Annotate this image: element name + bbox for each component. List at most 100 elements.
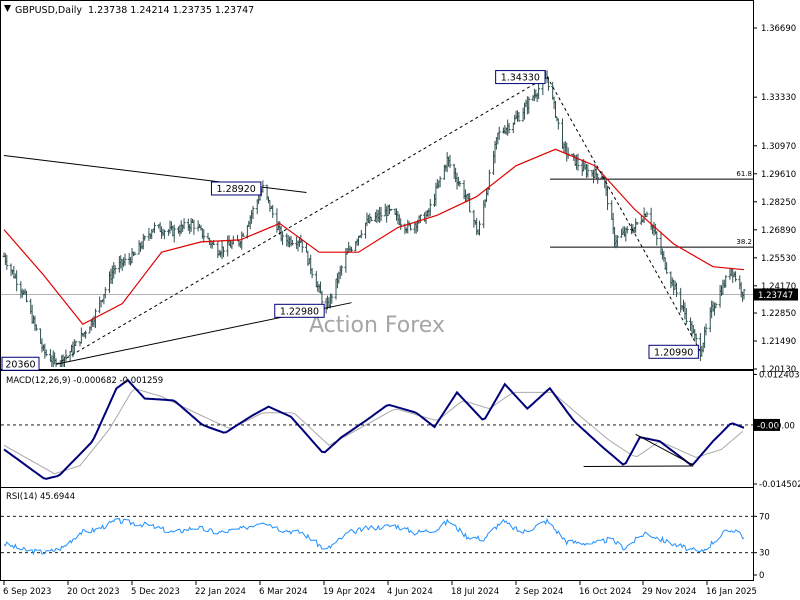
rsi-title: RSI(14) 45.6944 [6,492,75,502]
annotation-label: 1.22980 [280,306,319,317]
time-tick-label: 4 Jun 2024 [387,587,433,597]
rsi-panel-frame [0,487,754,581]
time-tick-label: 16 Oct 2024 [579,587,632,597]
time-axis: 6 Sep 2023 20 Oct 2023 5 Dec 2023 22 Jan 20… [3,581,757,597]
annotation-1.22980: 1.22980 [274,303,325,318]
ohlc-bar [359,229,363,239]
dropdown-triangle-icon[interactable] [4,5,11,12]
macd-series [3,378,745,480]
ohlc-values: 1.23738 1.24214 1.23735 1.23747 [88,5,254,16]
current-price-badge [754,288,798,301]
ohlc-bar [507,123,511,134]
macd-current-label: -0.00 [757,421,779,431]
rsi-tick-label: 0 [759,571,764,581]
ohlc-bar [68,350,72,362]
ohlc-bar [468,192,472,213]
macd-line [3,378,745,480]
ohlc-bar [123,253,127,266]
ohlc-bar [310,267,314,279]
annotation-label: 20360 [5,359,35,370]
ohlc-bar [596,173,600,184]
macd-title: MACD(12,26,9) -0.000682 -0.001259 [6,376,163,386]
ohlc-bar [113,265,117,275]
macd-panel-frame [0,370,754,488]
macd-tick-label: 0.012403 [759,370,800,380]
time-tick-label: 19 Apr 2024 [323,587,376,597]
rsi-tick-label: 70 [759,512,770,522]
annotation-1.20990: 1.20990 [648,344,699,359]
ohlc-bar [472,209,476,228]
ohlc-bar [84,330,88,339]
annotation-box [648,344,699,359]
ohlc-bar [34,324,38,331]
ohlc-bar [15,270,19,292]
ohlc-bar [54,358,57,367]
ohlc-bar [742,288,746,300]
ohlc-bar [340,265,344,276]
ohlc-bar [271,204,275,218]
ohlc-bar [221,246,225,258]
ohlc-bar [74,340,78,346]
time-tick-label: 6 Mar 2024 [259,587,307,597]
macd-tick-label: -0.014502 [759,480,800,490]
ohlc-bar [645,211,649,218]
annotation-20360: 20360 [1,356,40,371]
price-tick-label: 1.28250 [761,198,796,208]
ohlc-bar [172,224,176,243]
ohlc-bar [153,222,157,234]
price-tick-label: 1.21490 [761,337,796,347]
annotation-label: 1.34330 [501,73,540,84]
rsi-line [3,517,745,556]
ohlc-bar [694,333,698,344]
ohlc-bar [714,302,718,309]
time-tick-label: 16 Jan 2025 [706,587,757,597]
price-tick-label: 1.24170 [761,282,796,292]
ohlc-bar [261,180,265,193]
ohlc-bar [428,199,432,217]
panel-frames [0,0,754,581]
ohlc-bar [478,220,482,236]
ohlc-bar [320,290,324,306]
ohlc-bar [182,218,186,230]
trendline-4 [546,76,701,352]
ohlc-bar [674,282,678,298]
fib-label-61-8: 61.8 [736,170,752,178]
ohlc-bar [133,251,137,256]
macd-plot [1,378,753,480]
ohlc-bar [369,216,373,222]
ohlc-bar [281,231,285,245]
ohlc-bar [556,118,560,130]
time-tick-label: 22 Jan 2024 [195,587,246,597]
ohlc-bar [399,218,403,230]
price-tick-label: 1.33330 [761,93,796,103]
rsi-axis: 70 30 0 [753,512,770,581]
price-tick-label: 1.22850 [761,309,796,319]
ohlc-bar [192,219,196,235]
price-tick-label: 1.29610 [761,170,796,180]
macd-trendline-2 [635,433,694,466]
moving-average [3,148,745,326]
signal-line [3,388,743,475]
ohlc-bar [497,126,501,140]
ohlc-bar [389,208,393,212]
macd-axis: 0.012403 -0.014502 -0.000.00 [753,370,800,490]
rsi-plot [1,515,753,556]
ohlc-bar [162,229,166,240]
current-price-label: 1.23747 [758,291,793,301]
ohlc-bar [418,214,422,223]
ohlc-bar [330,293,334,304]
ohlc-bar [517,111,521,122]
ohlc-bar [724,275,728,288]
ohlc-bar [64,349,68,362]
time-tick-label: 29 Nov 2024 [642,587,696,597]
price-tick-label: 1.26890 [761,226,796,236]
ohlc-bar [458,180,462,187]
ohlc-bar [202,229,206,243]
ohlc-bar [241,232,245,237]
ohlc-bar [251,206,255,220]
annotation-box [210,181,262,196]
rsi-levels [1,515,753,554]
price-tick-label: 1.20130 [761,365,796,375]
